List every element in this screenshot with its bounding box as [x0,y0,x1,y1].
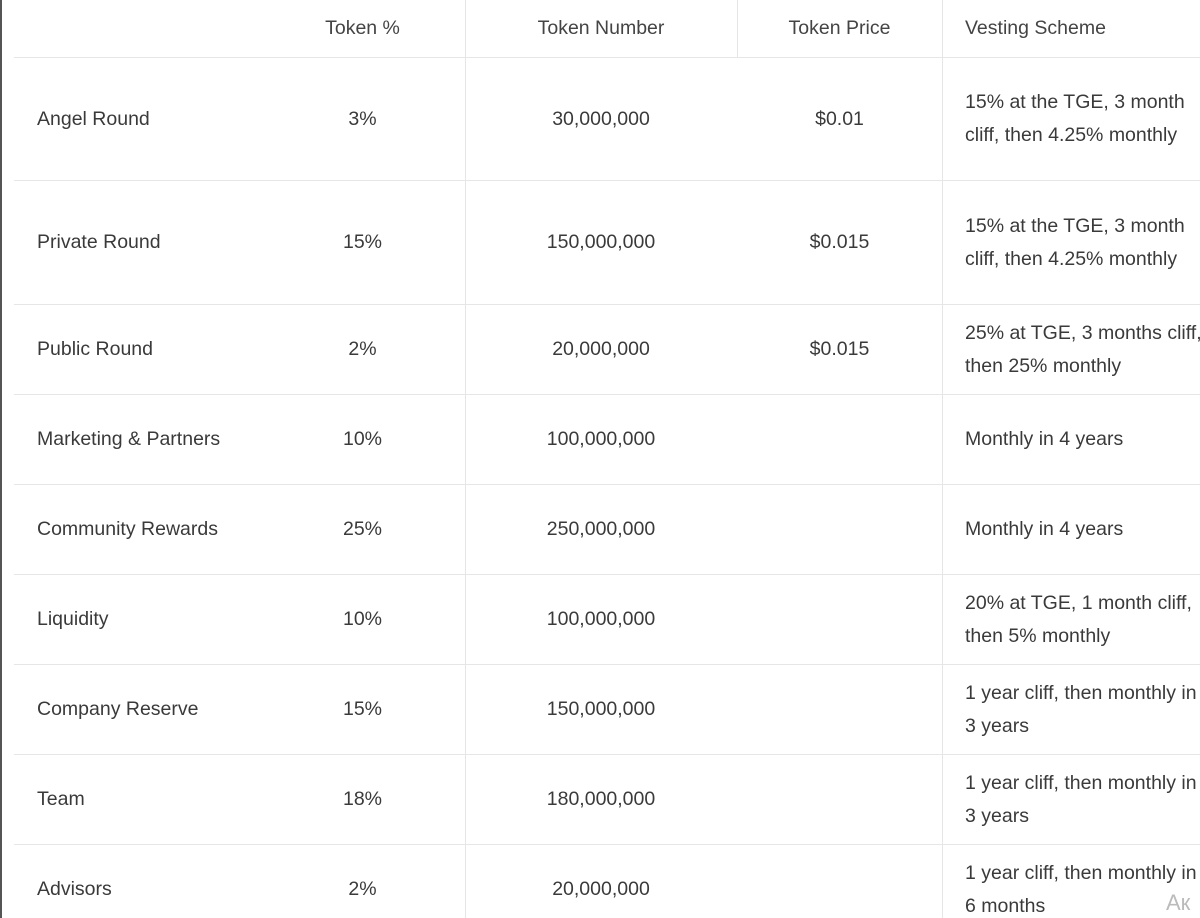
row-divider [14,57,1200,58]
table-cell: 15% at the TGE, 3 month cliff, then 4.25… [965,214,1185,270]
column-divider [465,0,466,918]
table-cell: 1 year cliff, then monthly in 3 years [965,681,1197,737]
header-cell: Token % [325,17,400,39]
table-cell: 100,000,000 [546,428,656,450]
row-divider [14,754,1200,755]
table-cell: Monthly in 4 years [965,428,1124,450]
row-divider [14,664,1200,665]
row-divider [14,180,1200,181]
table-cell: 10% [342,428,383,450]
row-label: Private Round [37,231,161,253]
row-label: Public Round [37,338,153,360]
row-divider [14,304,1200,305]
table-cell: 250,000,000 [546,518,656,540]
table-cell: 15% at the TGE, 3 month cliff, then 4.25… [965,91,1185,146]
row-label: Angel Round [37,107,150,130]
table-cell: 3% [348,107,377,130]
row-label: Community Rewards [37,518,218,540]
table-cell: $0.015 [809,231,870,253]
row-divider [14,574,1200,575]
row-divider [14,394,1200,395]
table-cell: 25% [342,518,383,540]
row-label: Company Reserve [37,698,199,720]
table-cell: 30,000,000 [552,107,650,130]
window-edge [0,0,2,918]
watermark: Ак [1166,890,1191,915]
column-divider [737,0,738,57]
table-cell: Monthly in 4 years [965,518,1124,540]
table-cell: 2% [348,338,377,360]
table-cell: 20,000,000 [552,878,650,900]
row-divider [14,484,1200,485]
header-cell: Vesting Scheme [965,17,1106,39]
table-cell: 20,000,000 [552,338,650,360]
table-cell: 2% [348,878,377,900]
row-label: Marketing & Partners [37,428,221,450]
row-label: Team [37,788,85,810]
table-cell: $0.01 [815,107,864,130]
header-cell: Token Price [788,17,891,39]
header-cell: Token Number [537,17,665,39]
table-cell: 1 year cliff, then monthly in 3 years [965,771,1197,827]
table-cell: 20% at TGE, 1 month cliff, then 5% month… [965,591,1192,647]
table-cell: 10% [342,608,383,630]
table-cell: 25% at TGE, 3 months cliff, then 25% mon… [965,321,1200,377]
table-cell: 18% [342,788,383,810]
row-label: Liquidity [37,608,109,630]
table-cell: 15% [342,231,383,253]
table-cell: $0.015 [809,338,870,360]
row-divider [14,844,1200,845]
table-cell: 150,000,000 [546,698,656,720]
row-label: Advisors [37,878,112,900]
table-cell: 100,000,000 [546,608,656,630]
table-cell: 150,000,000 [546,231,656,253]
column-divider [942,0,943,918]
table-cell: 180,000,000 [546,788,656,810]
table-cell: 1 year cliff, then monthly in 6 months [965,861,1197,917]
table-cell: 15% [342,698,383,720]
